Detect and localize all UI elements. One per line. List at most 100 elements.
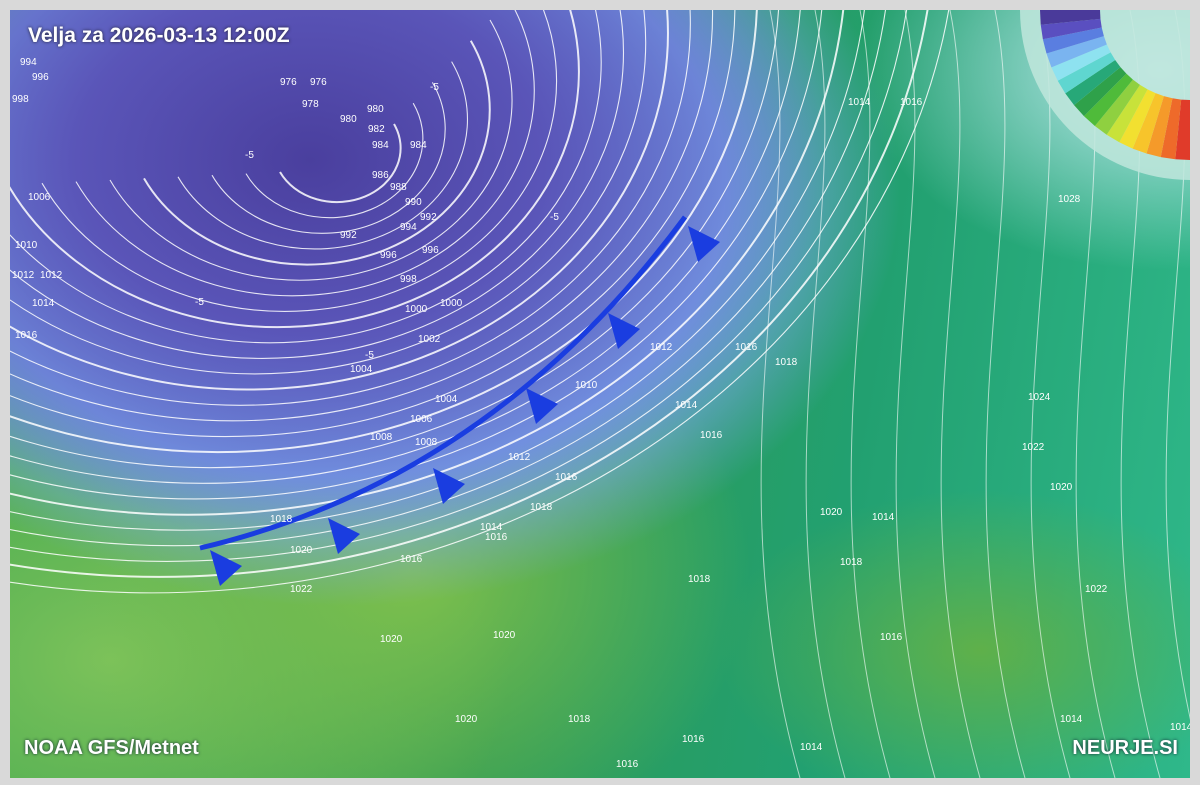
isobar-label: 980 (340, 114, 357, 125)
isobar-label: 1012 (12, 270, 35, 281)
isobar-label: 1004 (435, 394, 458, 405)
isobar (177, 61, 469, 250)
isobar-label: 1014 (1060, 714, 1083, 725)
temperature-label: -5 (430, 82, 439, 93)
temperature-label: -5 (245, 150, 254, 161)
isobar-label: 998 (12, 94, 29, 105)
isobar-label: 1018 (568, 714, 591, 725)
isobar-label: 992 (340, 230, 357, 241)
isobar-label: 1016 (735, 342, 758, 353)
source-credit: NOAA GFS/Metnet (24, 737, 199, 759)
isobar-label: 1014 (675, 400, 698, 411)
isobar (211, 82, 446, 234)
cold-front-triangle (608, 313, 640, 349)
isobar-label: 1022 (1085, 584, 1108, 595)
isobar-label: 996 (380, 250, 397, 261)
isobar (245, 102, 424, 219)
cold-front-triangle (526, 388, 558, 424)
isobar (10, 10, 823, 500)
isobar-label: 1014 (872, 512, 895, 523)
isobar (1075, 10, 1116, 778)
isobar (850, 10, 891, 778)
isobar-label: 1018 (688, 574, 711, 585)
map-title: Velja za 2026-03-13 12:00Z (28, 24, 290, 47)
isobar (10, 10, 691, 406)
isobar-label: 1010 (575, 380, 598, 391)
isobar-label: 1022 (290, 584, 313, 595)
isobar (1165, 10, 1190, 720)
isobar (940, 10, 981, 778)
isobar-label: 986 (372, 170, 389, 181)
isobar-label: 984 (372, 140, 389, 151)
isobar-label: 998 (400, 274, 417, 285)
cold-front-triangle (210, 550, 242, 586)
isobar-label: 1008 (370, 432, 393, 443)
isobar-label: 988 (390, 182, 407, 193)
isobar (10, 10, 669, 391)
isobar (10, 10, 780, 469)
isobar (10, 10, 580, 329)
isobar-label: 1014 (848, 97, 871, 108)
isobar (895, 10, 936, 778)
isobar (41, 10, 558, 313)
isobar-label: 1016 (682, 734, 705, 745)
isobar-label: 996 (422, 245, 439, 256)
isobar (10, 10, 602, 344)
isobar-label: 1006 (410, 414, 433, 425)
cold-front-triangle (328, 518, 360, 554)
isobar-label: 1022 (1022, 442, 1045, 453)
isobar-label: 1016 (15, 330, 38, 341)
isobar (10, 10, 950, 594)
isobar-label: 990 (405, 197, 422, 208)
isobar-label: 1020 (1050, 482, 1073, 493)
isobar-label: 1016 (485, 532, 508, 543)
isobar-label: 1020 (820, 507, 843, 518)
isobar-label: 1016 (700, 430, 723, 441)
isobar-label: 1000 (405, 304, 428, 315)
isobar-label: 1014 (480, 522, 503, 533)
isobar-label: 982 (368, 124, 385, 135)
isobar (10, 10, 736, 438)
isobar (10, 10, 647, 375)
isobar-label: 1008 (415, 437, 438, 448)
isobar (75, 10, 535, 297)
isobar (10, 10, 908, 563)
isobar-label: 996 (32, 72, 49, 83)
isobar (1120, 10, 1161, 778)
isobar-label: 1002 (418, 334, 441, 345)
isobar-label: 978 (302, 99, 319, 110)
isobar (10, 10, 801, 484)
isobar (10, 10, 845, 516)
isobar-label: 976 (280, 77, 297, 88)
isobar (10, 10, 866, 531)
isobar-label: 1010 (15, 240, 38, 251)
isobar-label: 1014 (800, 742, 823, 753)
isobar-label: 1012 (650, 342, 673, 353)
isobar-label: 1014 (1170, 722, 1190, 733)
isobar-label: 1018 (775, 357, 798, 368)
cold-front-triangle (433, 468, 465, 504)
isobar-label: 1006 (28, 192, 51, 203)
isobar-label: 1020 (493, 630, 516, 641)
isobar-label: 1016 (900, 97, 923, 108)
isobar-label: 1018 (270, 514, 293, 525)
isobar-label: 1012 (40, 270, 63, 281)
isobar-label: 1000 (440, 298, 463, 309)
isobar (985, 10, 1026, 778)
isobar-label: 1014 (32, 298, 55, 309)
isobar-label: 1018 (530, 502, 553, 513)
isobar (109, 19, 513, 281)
temperature-label: -5 (550, 212, 559, 223)
isobar-label: 980 (367, 104, 384, 115)
site-credit: NEURJE.SI (1072, 737, 1178, 759)
isobar-label: 1020 (455, 714, 478, 725)
isobar-label: 994 (20, 57, 37, 68)
isobar (279, 123, 402, 204)
isobar-label: 1016 (880, 632, 903, 643)
isobar-label: 1016 (555, 472, 578, 483)
cold-front-line (199, 215, 688, 551)
isobar (10, 10, 714, 422)
isobar-label: 1016 (616, 759, 639, 770)
isobar-label: 1024 (1028, 392, 1051, 403)
isobar (805, 10, 846, 778)
